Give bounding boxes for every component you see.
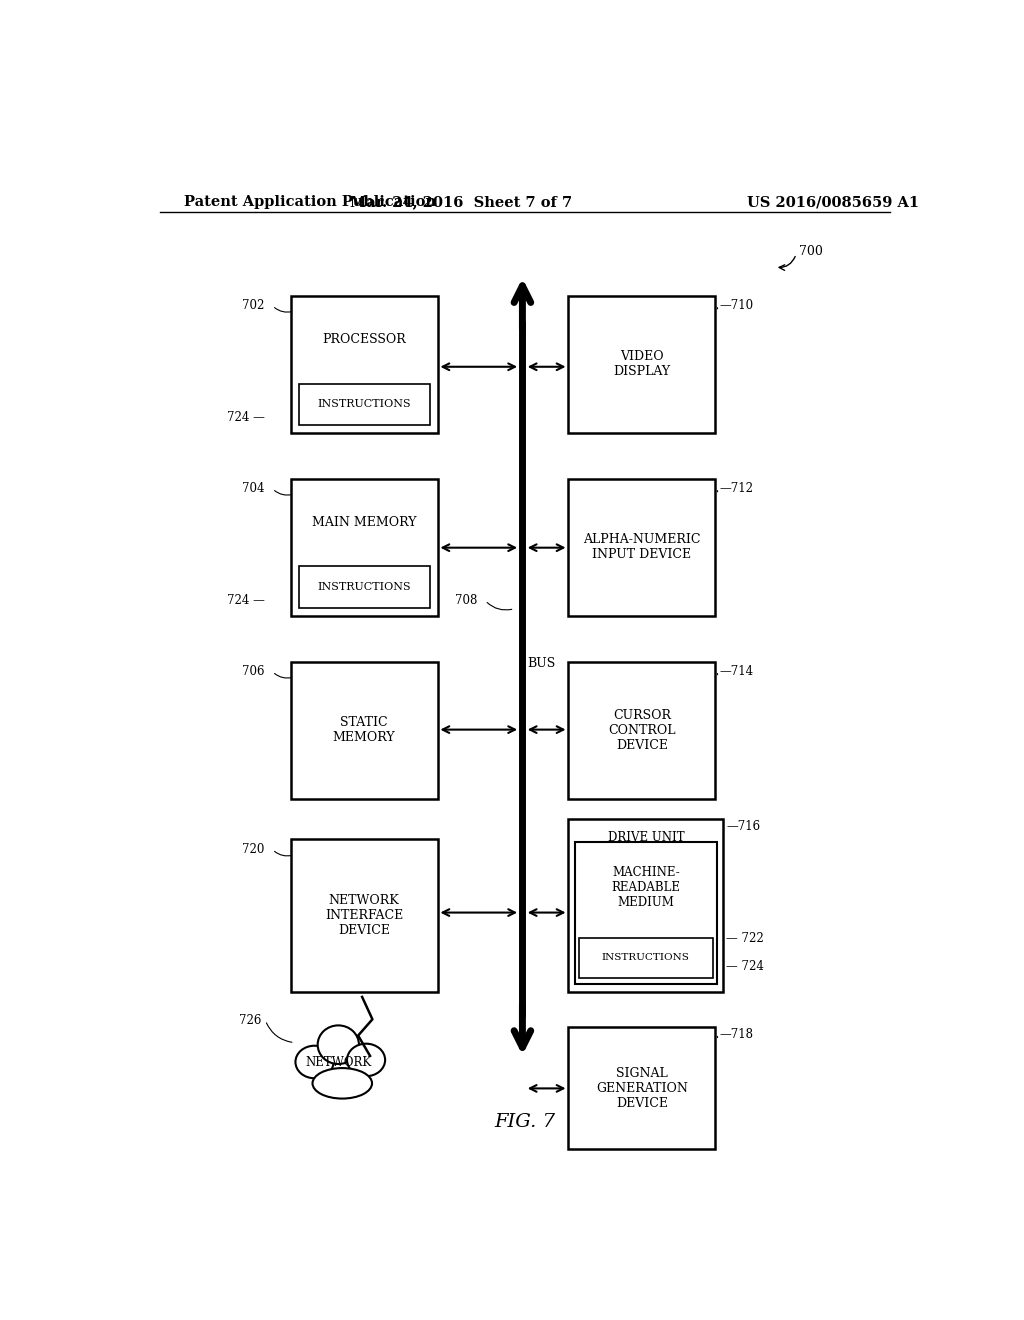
Text: FIG. 7: FIG. 7 xyxy=(495,1113,555,1131)
Text: —716: —716 xyxy=(726,820,761,833)
Text: 724 —: 724 — xyxy=(226,594,264,607)
Text: 720: 720 xyxy=(242,843,264,857)
Text: 704: 704 xyxy=(242,482,264,495)
Text: DRIVE UNIT: DRIVE UNIT xyxy=(607,832,684,845)
Ellipse shape xyxy=(296,1045,334,1078)
Text: —712: —712 xyxy=(719,482,754,495)
Text: Patent Application Publication: Patent Application Publication xyxy=(183,195,435,209)
Text: ALPHA-NUMERIC
INPUT DEVICE: ALPHA-NUMERIC INPUT DEVICE xyxy=(583,533,700,561)
Bar xyxy=(574,842,717,983)
Bar xyxy=(568,296,715,433)
Text: MACHINE-
READABLE
MEDIUM: MACHINE- READABLE MEDIUM xyxy=(611,866,680,909)
Text: NETWORK: NETWORK xyxy=(305,1056,372,1069)
Text: MAIN MEMORY: MAIN MEMORY xyxy=(312,516,417,529)
Text: NETWORK
INTERFACE
DEVICE: NETWORK INTERFACE DEVICE xyxy=(325,894,403,937)
Ellipse shape xyxy=(312,1068,372,1098)
Bar xyxy=(568,818,723,991)
Text: INSTRUCTIONS: INSTRUCTIONS xyxy=(602,953,690,962)
Ellipse shape xyxy=(347,1044,385,1076)
Text: 708: 708 xyxy=(455,594,477,607)
Bar xyxy=(291,479,437,615)
Text: INSTRUCTIONS: INSTRUCTIONS xyxy=(317,582,411,593)
Bar xyxy=(291,840,437,991)
Text: VIDEO
DISPLAY: VIDEO DISPLAY xyxy=(613,350,671,379)
Text: US 2016/0085659 A1: US 2016/0085659 A1 xyxy=(748,195,920,209)
Text: STATIC
MEMORY: STATIC MEMORY xyxy=(333,717,395,744)
Bar xyxy=(568,661,715,799)
Bar xyxy=(299,566,430,607)
Text: Mar. 24, 2016  Sheet 7 of 7: Mar. 24, 2016 Sheet 7 of 7 xyxy=(350,195,572,209)
Text: INSTRUCTIONS: INSTRUCTIONS xyxy=(317,399,411,409)
Text: 706: 706 xyxy=(242,665,264,678)
Text: BUS: BUS xyxy=(527,657,555,671)
Text: BUS: BUS xyxy=(527,657,555,671)
Bar xyxy=(291,661,437,799)
Text: — 722: — 722 xyxy=(726,932,764,945)
Text: —710: —710 xyxy=(719,300,754,313)
Text: PROCESSOR: PROCESSOR xyxy=(323,333,406,346)
Text: 726: 726 xyxy=(239,1014,261,1027)
Bar xyxy=(579,939,713,978)
Text: SIGNAL
GENERATION
DEVICE: SIGNAL GENERATION DEVICE xyxy=(596,1067,688,1110)
Text: 724 —: 724 — xyxy=(226,411,264,424)
Bar xyxy=(291,296,437,433)
Text: 702: 702 xyxy=(242,300,264,313)
Text: —714: —714 xyxy=(719,665,754,678)
Bar xyxy=(568,1027,715,1150)
Ellipse shape xyxy=(317,1026,359,1064)
Bar xyxy=(568,479,715,615)
Text: — 724: — 724 xyxy=(726,960,764,973)
Text: 700: 700 xyxy=(799,246,822,259)
Text: —718: —718 xyxy=(719,1028,754,1041)
Bar xyxy=(299,384,430,425)
Text: CURSOR
CONTROL
DEVICE: CURSOR CONTROL DEVICE xyxy=(608,709,676,751)
